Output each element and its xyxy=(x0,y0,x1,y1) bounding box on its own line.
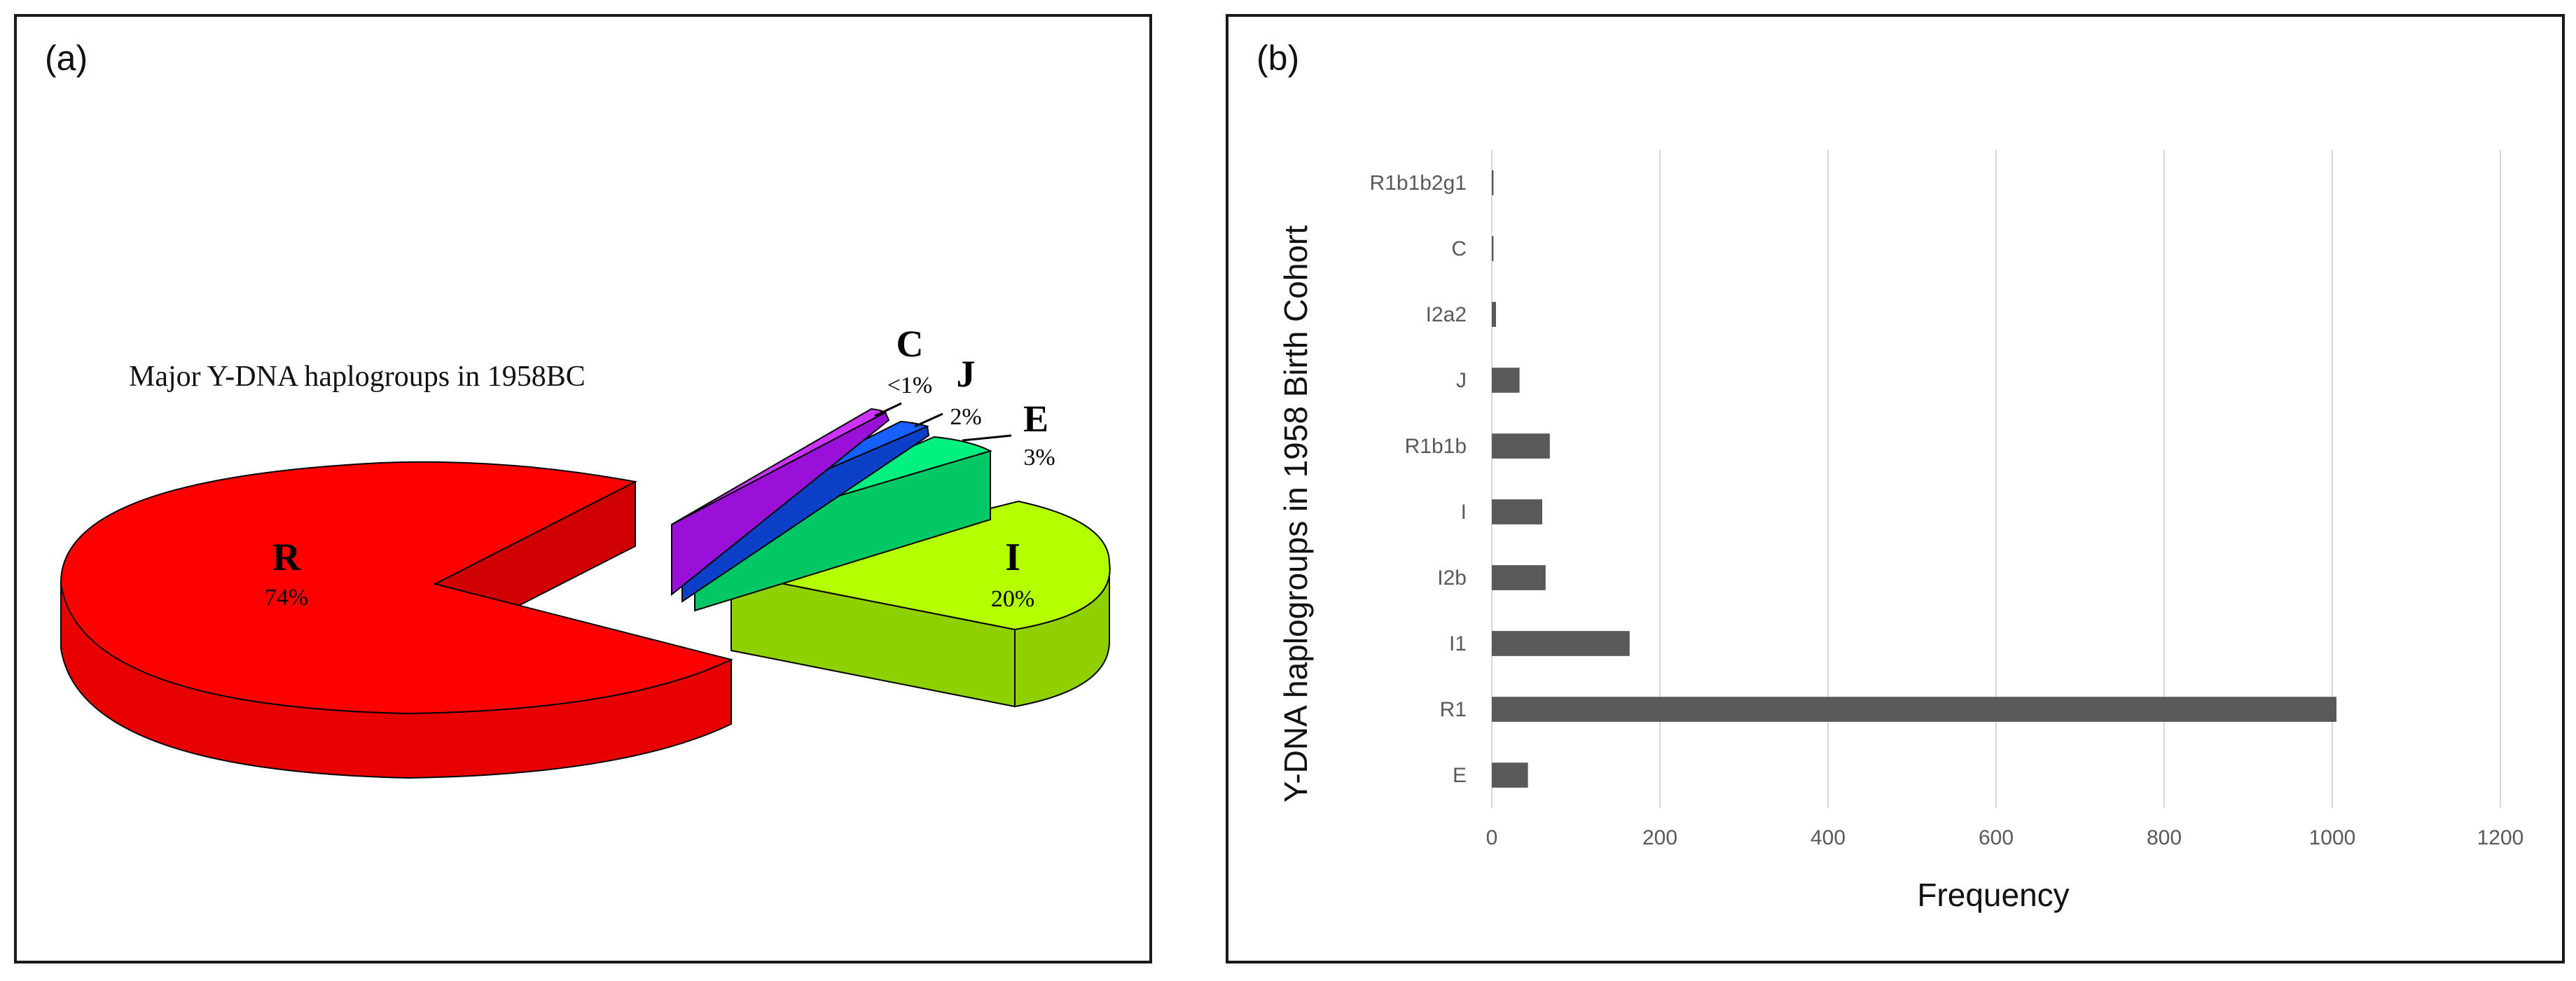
pie-slice-I xyxy=(730,500,1111,708)
pie-slice-C xyxy=(671,408,890,597)
slice-label-I: I xyxy=(1005,536,1020,579)
pie-slice-I-top xyxy=(730,500,1111,631)
bar-J xyxy=(1492,368,1520,393)
y-tick-label: R1 xyxy=(1440,698,1467,721)
x-tick-label: 400 xyxy=(1810,826,1846,849)
slice-label-E: E xyxy=(1023,398,1048,440)
slice-pct-I: 20% xyxy=(991,586,1034,612)
slice-pct-R: 74% xyxy=(265,585,308,611)
pie-slice-C-top xyxy=(671,408,887,525)
panel-b: (b) R1b1b2g1 C I2a2 J R1b1b I I2b I1 R1 E 0 200 400… xyxy=(1226,14,2565,963)
y-tick-label: I2b xyxy=(1437,566,1467,590)
y-tick-label: C xyxy=(1451,237,1467,260)
bar-R1b1b xyxy=(1492,433,1550,459)
slice-label-J: J xyxy=(957,353,976,395)
y-tick-label: I xyxy=(1461,501,1467,524)
x-tick-label: 1200 xyxy=(2477,826,2524,849)
leader-line-C xyxy=(874,402,902,417)
panel-b-label: (b) xyxy=(1256,39,1300,78)
bar-I2b xyxy=(1492,565,1546,590)
y-tick-label: I1 xyxy=(1449,632,1467,655)
bar-R1 xyxy=(1492,697,2336,722)
bar-I xyxy=(1492,499,1542,524)
bar-E xyxy=(1492,763,1528,788)
x-axis-label: Frequency xyxy=(1917,877,2069,913)
leader-line-J xyxy=(914,412,943,428)
slice-pct-J: 2% xyxy=(950,404,981,430)
leader-line-E xyxy=(962,434,1012,442)
x-tick-label: 1000 xyxy=(2309,826,2356,849)
slice-pct-C: <1% xyxy=(887,373,933,398)
bar-I2a2 xyxy=(1492,302,1496,327)
pie-chart: Major Y-DNA haplogroups in 1958BC R 74% … xyxy=(60,323,1111,779)
y-axis-label: Y-DNA haplogroups in 1958 Birth Cohort xyxy=(1277,225,1314,802)
slice-label-C: C xyxy=(896,323,924,365)
panel-a: (a) Major Y-D xyxy=(14,14,1152,963)
bar-chart: R1b1b2g1 C I2a2 J R1b1b I I2b I1 R1 E 0 200 400 600 8… xyxy=(1277,150,2524,913)
pie-slice-R xyxy=(60,461,733,779)
bar-I1 xyxy=(1492,631,1630,656)
slice-pct-E: 3% xyxy=(1023,445,1055,471)
bar-R1b1b2g1 xyxy=(1492,170,1494,195)
y-tick-label: J xyxy=(1456,369,1467,392)
x-tick-label: 800 xyxy=(2147,826,2182,849)
pie-slice-R-top xyxy=(60,461,733,715)
panel-a-label: (a) xyxy=(45,39,88,78)
y-tick-label: R1b1b2g1 xyxy=(1370,172,1467,195)
y-tick-label: E xyxy=(1453,764,1467,787)
x-tick-label: 0 xyxy=(1486,826,1498,849)
x-tick-label: 200 xyxy=(1642,826,1677,849)
x-tick-label: 600 xyxy=(1979,826,2014,849)
y-tick-label: I2a2 xyxy=(1426,303,1467,326)
slice-label-R: R xyxy=(272,536,301,579)
pie-title: Major Y-DNA haplogroups in 1958BC xyxy=(129,361,586,393)
y-tick-label: R1b1b xyxy=(1405,435,1467,458)
bar-C xyxy=(1492,236,1494,261)
